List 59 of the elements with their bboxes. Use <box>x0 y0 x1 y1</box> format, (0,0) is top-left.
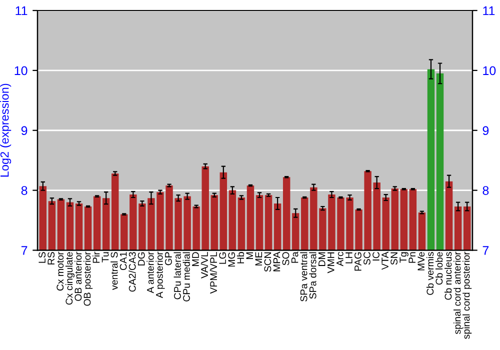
x-tick-label: RS <box>48 252 55 264</box>
x-tick-label: CPu medial <box>182 252 190 302</box>
x-tick-label: CA1 <box>120 252 127 270</box>
x-tick-label: IC <box>372 252 380 260</box>
x-tick-label: M <box>246 252 253 259</box>
x-tick-label: MD <box>192 252 199 266</box>
y-tick-label: 11 <box>16 6 28 16</box>
x-tick-label: Tu <box>102 252 109 262</box>
x-tick-label: SN <box>390 252 398 265</box>
x-tick-label: Arc <box>336 252 344 266</box>
x-tick-label: VPM/VPL <box>210 252 217 294</box>
x-tick-label: SPa ventral <box>300 252 308 302</box>
x-tick-label: spinal cord posterior <box>462 252 472 339</box>
x-tick-label: VA/VL <box>200 252 208 278</box>
x-tick-label: Pa <box>291 252 298 263</box>
x-tick-label: SO <box>282 252 290 266</box>
x-tick-label: Pir <box>92 252 100 263</box>
x-tick-label: A posterior <box>156 252 165 298</box>
y2-tick-label: 11 <box>483 6 495 16</box>
y2-tick-label: 9 <box>482 126 489 136</box>
x-tick-label: Cb lobe <box>435 252 443 285</box>
y2-tick-label: 7 <box>482 246 489 255</box>
x-tick-label: Cx cingulate <box>65 252 75 305</box>
y-tick-label: 10 <box>14 66 28 76</box>
x-tick-label: MG <box>228 252 236 266</box>
x-tick-label: SCN <box>264 252 272 272</box>
x-tick-label: LS <box>38 252 46 263</box>
x-tick-label: DG <box>138 252 145 266</box>
y-tick-label: 9 <box>21 126 28 136</box>
x-tick-label: GP <box>164 252 172 266</box>
x-tick-label: MVe <box>418 252 425 270</box>
x-tick-label: ME <box>255 252 262 266</box>
x-tick-label: VMH <box>328 252 334 274</box>
x-tick-label: SC <box>364 252 370 265</box>
y-axis-title: Log2 (expression) <box>0 84 12 177</box>
x-tick-label: Tg <box>400 252 408 263</box>
x-tick-label: spinal cord anterior <box>454 252 463 334</box>
x-tick-label: CA2/CA3 <box>128 252 136 292</box>
x-tick-label: A anterior <box>146 252 154 294</box>
x-tick-label: Cx motor <box>56 252 64 291</box>
x-tick-label: OB anterior <box>74 252 82 301</box>
x-tick-label: LH <box>346 252 352 264</box>
x-tick-label: PAG <box>354 252 362 271</box>
x-tick-label: Cb nucleus <box>444 252 452 300</box>
x-tick-label: VTA <box>382 252 388 270</box>
y-tick-label: 7 <box>21 246 28 255</box>
x-tick-label: Hb <box>236 252 244 264</box>
x-tick-label: OB posterior <box>84 252 93 306</box>
x-tick-label: MPA <box>273 252 280 272</box>
y2-tick-label: 10 <box>483 66 496 76</box>
x-tick-label: LG <box>219 252 226 264</box>
x-tick-label: SPa dorsal <box>309 252 316 299</box>
y-tick-label: 8 <box>21 186 28 195</box>
x-tick-label: Pn <box>408 252 416 263</box>
x-tick-label: CPu lateral <box>174 252 181 300</box>
y2-tick-label: 8 <box>482 186 489 195</box>
x-tick-label: Cb vermis <box>426 252 434 295</box>
x-tick-label: ventral S <box>110 252 118 290</box>
x-tick-label: DM <box>318 252 326 266</box>
